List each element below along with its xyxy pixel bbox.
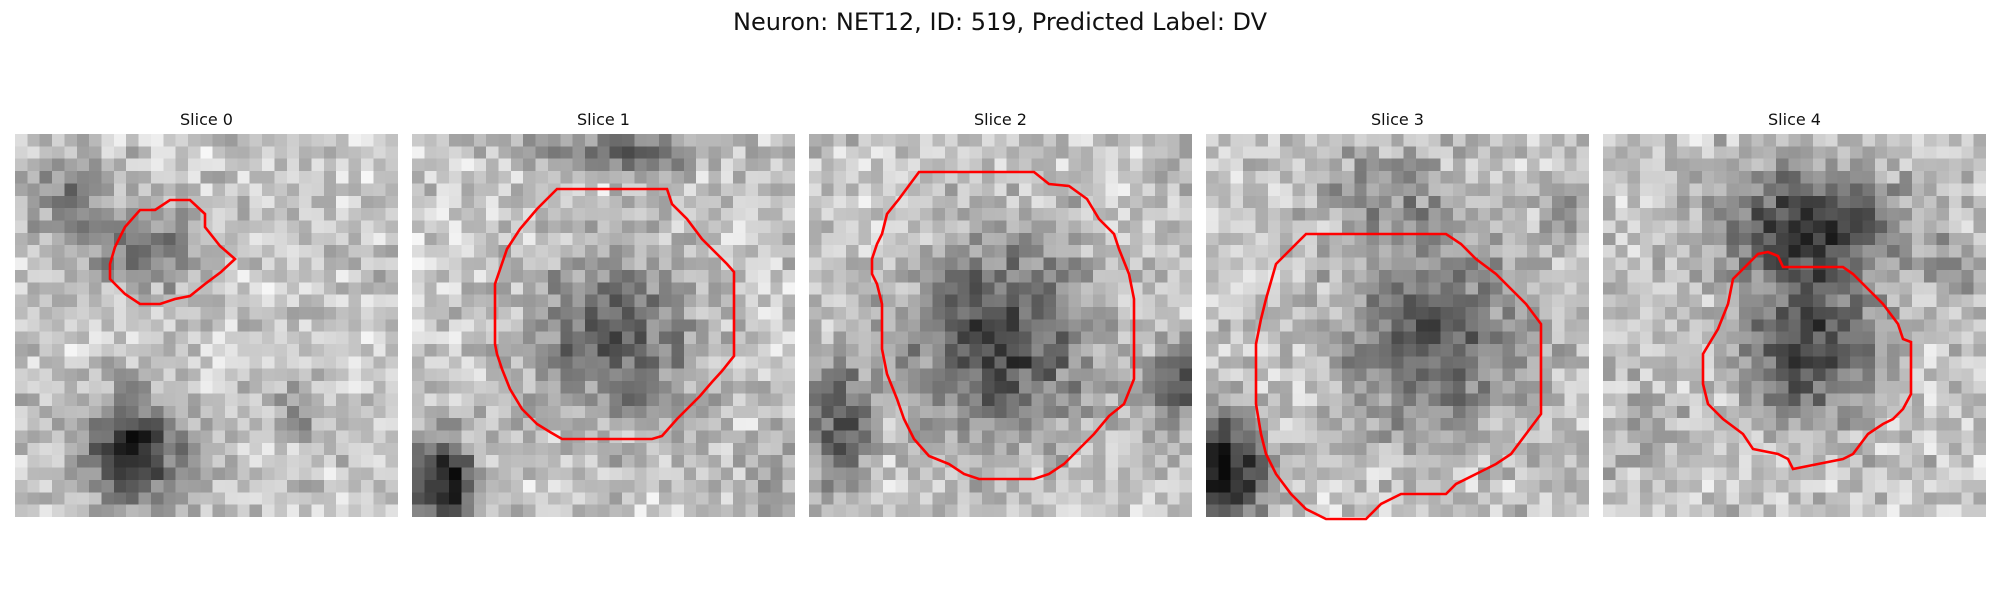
slice-panel-2: Slice 2 xyxy=(809,110,1192,517)
slice-title-2: Slice 2 xyxy=(974,110,1027,129)
slice-panel-1: Slice 1 xyxy=(412,110,795,517)
cell-contour-3 xyxy=(1254,232,1543,521)
slice-image-3 xyxy=(1206,134,1589,517)
figure-title: Neuron: NET12, ID: 519, Predicted Label:… xyxy=(732,8,1268,36)
slice-image-0 xyxy=(15,134,398,517)
slice-panel-3: Slice 3 xyxy=(1206,110,1589,521)
cell-contour-0 xyxy=(108,198,237,306)
cell-contour-1 xyxy=(493,187,736,441)
slice-title-4: Slice 4 xyxy=(1768,110,1821,129)
slice-image-4 xyxy=(1603,134,1986,517)
cell-contour-4 xyxy=(1701,250,1913,471)
slice-title-1: Slice 1 xyxy=(577,110,630,129)
cell-contour-2 xyxy=(870,170,1136,481)
slice-title-3: Slice 3 xyxy=(1371,110,1424,129)
slice-panel-4: Slice 4 xyxy=(1603,110,1986,517)
slice-panel-0: Slice 0 xyxy=(15,110,398,517)
slice-title-0: Slice 0 xyxy=(180,110,233,129)
slice-image-2 xyxy=(809,134,1192,517)
slice-image-1 xyxy=(412,134,795,517)
